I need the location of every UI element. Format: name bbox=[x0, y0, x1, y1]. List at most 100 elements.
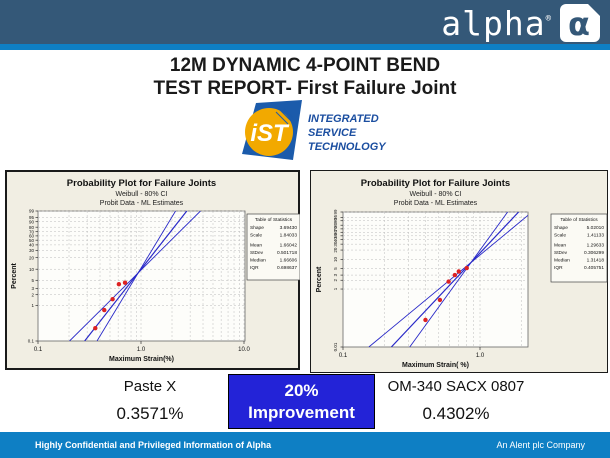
data-point bbox=[110, 296, 115, 302]
stats-row-value: 3.69430 bbox=[280, 225, 298, 231]
stats-row-value: 1.84033 bbox=[280, 233, 298, 239]
stats-row-name: Scale bbox=[250, 233, 262, 239]
x-tick-label: 10.0 bbox=[238, 347, 250, 353]
stats-row-value: 0.698637 bbox=[277, 265, 297, 271]
stats-row-value: 5.02010 bbox=[587, 225, 605, 231]
stats-row-value: 1.66042 bbox=[280, 243, 298, 249]
y-tick-label: 50 bbox=[333, 233, 338, 239]
y-tick-label: 95 bbox=[29, 215, 35, 220]
stats-row-value: 1.66606 bbox=[280, 258, 298, 264]
title-line-1: 12M DYNAMIC 4-POINT BEND bbox=[169, 55, 441, 76]
improvement-badge: 20% Improvement bbox=[228, 374, 375, 429]
improvement-badge-line2: Improvement bbox=[248, 402, 355, 422]
fit-line bbox=[390, 212, 520, 347]
stats-row-name: Median bbox=[554, 258, 570, 264]
registered-mark: ® bbox=[545, 14, 552, 24]
stats-row-name: IQR bbox=[250, 265, 259, 271]
fit-line bbox=[84, 211, 188, 341]
improvement-badge-line1: 20% bbox=[284, 380, 319, 400]
stats-row-name: Mean bbox=[250, 243, 262, 249]
chart-title: Probability Plot for Failure Joints bbox=[361, 178, 510, 189]
y-tick-label: 1 bbox=[333, 287, 338, 290]
x-tick-label: 0.1 bbox=[339, 353, 348, 359]
right-sample-label: OM-340 SACX 0807 bbox=[387, 378, 525, 395]
probability-plot-right: Probability Plot for Failure Joints Weibu… bbox=[310, 170, 608, 373]
y-tick-label: 70 bbox=[29, 229, 35, 234]
ist-logo-circle bbox=[245, 108, 293, 156]
y-tick-label: 20 bbox=[333, 247, 338, 253]
ci-upper-line bbox=[96, 211, 176, 341]
fit-lines bbox=[69, 211, 201, 341]
stats-row-value: 1.29633 bbox=[587, 243, 605, 249]
x-axis-label: Maximum Strain( %) bbox=[402, 362, 469, 369]
y-tick-label: 2 bbox=[31, 292, 34, 297]
y-tick-label: 60 bbox=[29, 233, 35, 238]
y-tick-label: 70 bbox=[333, 226, 338, 232]
y-tick-label: 3 bbox=[333, 273, 338, 276]
ist-logo-line3: TECHNOLOGY bbox=[308, 141, 387, 153]
y-axis-label: Percent bbox=[11, 262, 18, 288]
y-tick-label: 20 bbox=[29, 255, 35, 260]
x-tick-label: 1.0 bbox=[137, 347, 146, 353]
alpha-wordmark: alpha® bbox=[441, 4, 552, 43]
footer-bar: Highly Confidential and Privileged Infor… bbox=[0, 432, 610, 458]
ci-lower-line bbox=[69, 211, 201, 341]
data-point bbox=[452, 272, 458, 278]
data-point bbox=[446, 279, 451, 284]
data-point bbox=[464, 265, 469, 271]
chart-svg: Probability Plot for Failure Joints Weibu… bbox=[310, 170, 608, 373]
x-tick-label: 0.1 bbox=[34, 347, 43, 353]
y-tick-label: 40 bbox=[333, 237, 338, 243]
y-tick-label: 3 bbox=[31, 286, 34, 291]
left-sample-label: Paste X bbox=[123, 378, 177, 395]
x-tick-label: 1.0 bbox=[476, 353, 485, 359]
stats-row-value: 1.31418 bbox=[587, 258, 605, 264]
top-bar: alpha® α bbox=[0, 0, 610, 44]
ist-logo-text: iST bbox=[250, 120, 290, 147]
y-tick-label: 40 bbox=[29, 242, 35, 247]
y-tick-label: 30 bbox=[29, 248, 35, 253]
ist-logo: iST INTEGRATED SERVICE TECHNOLOGY bbox=[238, 100, 403, 169]
stats-row-name: Mean bbox=[554, 243, 566, 249]
data-point bbox=[93, 325, 98, 331]
stats-row-name: IQR bbox=[554, 265, 563, 271]
y-tick-label: 1 bbox=[31, 303, 34, 308]
chart-subtitle-2: Probit Data - ML Estimates bbox=[100, 200, 184, 207]
slide-title: 12M DYNAMIC 4-POINT BEND TEST REPORT- Fi… bbox=[0, 54, 610, 100]
y-tick-label: 5 bbox=[31, 278, 34, 283]
stats-row-value: 1.41133 bbox=[587, 233, 604, 239]
probability-plot-left: Probability Plot for Failure Joints Weibu… bbox=[5, 170, 301, 370]
y-tick-label: 99 bbox=[29, 209, 35, 214]
chart-subtitle-2: Probit Data - ML Estimates bbox=[394, 200, 478, 207]
y-tick-label: 10 bbox=[29, 267, 35, 272]
ist-logo-line2: SERVICE bbox=[308, 127, 357, 139]
stats-title: Table of Statistics bbox=[255, 217, 293, 223]
alpha-brand-text: alpha bbox=[441, 4, 546, 43]
y-tick-label: 5 bbox=[333, 267, 338, 270]
y-tick-label: 60 bbox=[333, 229, 338, 235]
chart-subtitle-1: Weibull - 80% CI bbox=[115, 191, 167, 198]
stats-row-value: 0.306299 bbox=[584, 250, 604, 256]
stats-row-name: StDev bbox=[250, 250, 264, 256]
y-tick-label: 0.01 bbox=[333, 342, 338, 351]
left-sample-value: 0.3571% bbox=[116, 404, 184, 423]
ci-lower-line bbox=[368, 214, 528, 347]
chart-title: Probability Plot for Failure Joints bbox=[67, 178, 216, 189]
ci-upper-line bbox=[409, 212, 508, 347]
y-tick-label: 2 bbox=[333, 279, 338, 282]
stats-row-name: Shape bbox=[554, 225, 568, 231]
y-tick-label: 95 bbox=[333, 214, 338, 220]
data-point bbox=[122, 280, 128, 285]
y-tick-label: 10 bbox=[333, 256, 338, 262]
y-axis-label: Percent bbox=[316, 266, 323, 292]
stats-box bbox=[246, 213, 301, 281]
confidentiality-notice: Highly Confidential and Privileged Infor… bbox=[35, 440, 272, 450]
data-point bbox=[102, 307, 107, 313]
stats-box bbox=[550, 213, 608, 283]
data-point bbox=[116, 282, 122, 287]
company-attribution: An Alent plc Company bbox=[496, 440, 585, 450]
svg-text:α: α bbox=[568, 5, 590, 42]
title-line-2: TEST REPORT- First Failure Joint bbox=[153, 78, 457, 99]
stats-row-value: 0.405751 bbox=[584, 265, 604, 271]
